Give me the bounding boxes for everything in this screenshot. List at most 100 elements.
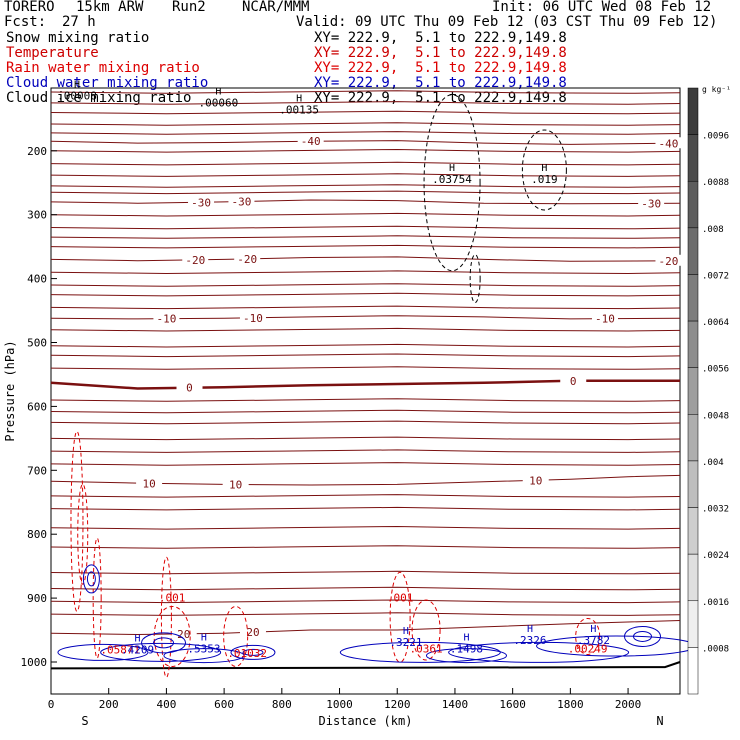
isotherm-20 [50, 620, 681, 636]
colorbar-label: .0016 [702, 598, 729, 608]
isotherm-label: 10 [529, 474, 542, 487]
isotherm-m20 [50, 256, 681, 262]
y-tick-label: 200 [27, 145, 47, 158]
snow-contour [423, 94, 481, 272]
isotherm-m30 [50, 199, 681, 205]
y-axis-label: Pressure (hPa) [3, 340, 17, 441]
isotherm-label: 20 [177, 628, 190, 641]
isotherm-label: -20 [659, 255, 679, 268]
org-label: NCAR/MMM [242, 0, 310, 15]
isotherm-label: 10 [229, 478, 242, 491]
isotherm-minor [50, 599, 681, 604]
model-resolution: 15km ARW [76, 0, 144, 15]
snow-max-label: .00060 [198, 97, 238, 110]
cloud-water-high-marker: H [403, 626, 409, 637]
snow-max-label: .019 [531, 173, 558, 186]
snow-contour [469, 254, 481, 304]
isotherm-label-bg [239, 311, 266, 323]
x-tick-label: 0 [48, 698, 55, 711]
field-xy-snow: XY= 222.9, 5.1 to 222.9,149.8 [314, 30, 567, 46]
isotherm-minor [50, 110, 681, 115]
y-tick-label: 500 [27, 337, 47, 350]
rain-max-label: .05871 [100, 644, 140, 657]
field-name-snow: Snow mixing ratio [6, 30, 150, 46]
isotherm-label-bg [297, 135, 324, 147]
isotherm-10 [50, 474, 681, 486]
y-tick-label: 600 [27, 400, 47, 413]
field-name-temperature: Temperature [6, 45, 99, 61]
snow-max-label: .00008 [57, 90, 97, 103]
rain-contour [153, 605, 191, 667]
cloud-water-max-label: .3221 [389, 636, 422, 649]
isotherm-label: -30 [231, 196, 251, 209]
colorbar-label: .0024 [702, 551, 729, 561]
isotherm-label: -10 [243, 312, 263, 325]
colorbar-cell [687, 553, 699, 602]
cloud-water-contour [632, 630, 652, 642]
colorbar-label: .0088 [702, 178, 729, 188]
snow-high-marker: H [296, 94, 302, 105]
isotherm-label: -40 [659, 137, 679, 150]
x-tick-label: 1000 [326, 698, 353, 711]
rain-max-label: .01032 [227, 647, 267, 660]
valid-time: Valid: 09 UTC Thu 09 Feb 12 (03 CST Thu … [296, 14, 718, 30]
y-tick-label: 900 [27, 592, 47, 605]
model-name: TORERO [4, 0, 55, 15]
colorbar-label: .0032 [702, 505, 729, 515]
snow-high-marker: H [541, 163, 547, 174]
colorbar-label: .0048 [702, 411, 729, 421]
isotherm-label: -10 [595, 313, 615, 326]
isotherm-minor [50, 122, 681, 126]
snow-high-marker: H [449, 163, 455, 174]
colorbar-label: .0008 [702, 644, 729, 654]
isotherm-minor [50, 131, 681, 135]
colorbar-cell [687, 647, 699, 695]
isotherm-minor [50, 449, 681, 453]
x-tick-label: 600 [214, 698, 234, 711]
y-tick-label: 800 [27, 528, 47, 541]
isotherm-minor [50, 506, 681, 511]
isotherm-label: 20 [246, 626, 259, 639]
colorbar-cell [687, 227, 699, 275]
snow-high-marker: H [74, 80, 80, 91]
isotherm-minor [50, 436, 681, 441]
isotherm-minor [50, 292, 681, 297]
cloud-water-max-label: .5353 [187, 642, 220, 655]
isotherm-minor [50, 270, 681, 275]
isotherm-minor [50, 343, 681, 348]
isotherm-label-bg [176, 381, 203, 393]
isotherm-label: -30 [641, 197, 661, 210]
snow-high-marker: H [215, 87, 221, 98]
isotherm-minor [50, 190, 681, 195]
x-tick-label: 800 [272, 698, 292, 711]
colorbar-cell [687, 507, 699, 555]
colorbar-label: .008 [702, 225, 724, 235]
isotherm-label: 0 [186, 382, 193, 395]
rain-max-label: .0361 [410, 642, 443, 655]
colorbar-unit: g kg⁻¹ [702, 85, 731, 94]
cloud-water-contour [425, 648, 507, 664]
isotherm-label-bg [239, 626, 266, 638]
rain-contour [160, 556, 172, 678]
cloud-water-contour [100, 642, 222, 662]
isotherm-label-bg [591, 312, 618, 324]
colorbar-label: .004 [702, 458, 724, 468]
cloud-water-contour [230, 644, 276, 660]
run-label: Run2 [172, 0, 206, 15]
x-tick-label: 1800 [557, 698, 584, 711]
isotherm-minor [50, 244, 681, 249]
rain-max-label: .001 [387, 591, 414, 604]
cloud-water-contour [82, 564, 100, 594]
colorbar-cell [687, 600, 699, 648]
isotherm-minor [50, 161, 681, 166]
snow-contour [521, 129, 567, 211]
isotherm-label-bg [655, 137, 682, 149]
cloud-water-contour [623, 625, 661, 647]
field-name-cloud-water: Cloud water mixing ratio [6, 75, 209, 91]
colorbar-label: .0056 [702, 365, 729, 375]
rain-contour [223, 605, 249, 667]
cloud-water-contour [242, 648, 264, 656]
colorbar-cell [687, 414, 699, 462]
isotherm-minor [50, 612, 681, 616]
cloud-water-max-label: .4209 [121, 644, 154, 657]
